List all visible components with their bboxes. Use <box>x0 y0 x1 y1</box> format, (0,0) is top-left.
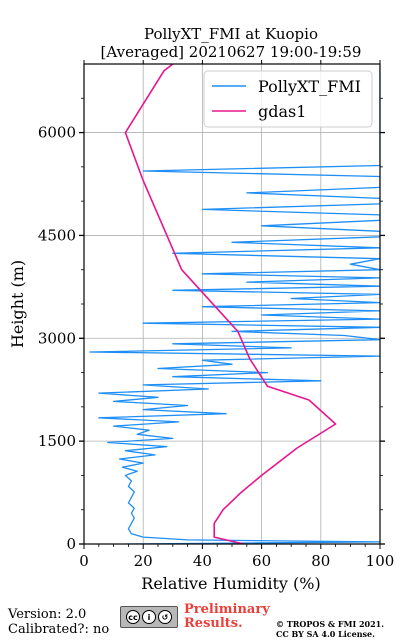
series-line-gdas1 <box>124 64 337 544</box>
series-layer <box>89 64 380 544</box>
axis-ticks: 0 20 40 60 80 100 0 1500 3000 4500 6000 <box>38 60 395 570</box>
legend-box <box>203 70 373 128</box>
x-tick-label: 0 <box>79 552 89 570</box>
preliminary-line2: Results. <box>184 616 243 631</box>
copyright-notice: © TROPOS & FMI 2021. CC BY SA 4.0 Licens… <box>276 619 384 639</box>
y-tick-label: 0 <box>66 535 76 553</box>
legend-label-pollyxt: PollyXT_FMI <box>258 77 361 96</box>
calibrated-text: Calibrated?: no <box>8 622 110 637</box>
preliminary-notice: Preliminary Results. <box>184 603 270 631</box>
copyright-line2: CC BY SA 4.0 License. <box>276 629 375 639</box>
x-tick-label: 80 <box>311 552 330 570</box>
grid-lines <box>84 64 380 544</box>
x-tick-label: 40 <box>193 552 212 570</box>
x-tick-label: 60 <box>252 552 271 570</box>
cc-icon: cc <box>126 610 140 624</box>
y-tick-label: 4500 <box>38 226 76 244</box>
chart-title-line2: [Averaged] 20210627 19:00-19:59 <box>101 43 362 61</box>
series-line-pollyxt-fmi <box>89 66 380 544</box>
version-info: Version: 2.0 Calibrated?: no <box>8 607 109 637</box>
version-text: Version: 2.0 <box>8 607 87 622</box>
sa-icon: ↺ <box>158 610 172 624</box>
chart-title-line1: PollyXT_FMI at Kuopio <box>144 25 318 43</box>
copyright-line1: © TROPOS & FMI 2021. <box>276 619 385 629</box>
y-tick-label: 3000 <box>38 329 76 347</box>
y-axis-label: Height (m) <box>8 260 27 348</box>
x-tick-label: 100 <box>366 552 395 570</box>
preliminary-line1: Preliminary <box>184 602 270 617</box>
x-axis-label: Relative Humidity (%) <box>141 574 320 593</box>
x-tick-label: 20 <box>134 552 153 570</box>
by-icon: i <box>142 610 156 624</box>
legend-label-gdas1: gdas1 <box>258 102 306 121</box>
chart-svg: PollyXT_FMI at Kuopio [Averaged] 2021062… <box>8 25 395 593</box>
y-tick-label: 1500 <box>38 432 76 450</box>
y-tick-label: 6000 <box>38 124 76 142</box>
cc-license-badge: cc i ↺ <box>120 606 178 628</box>
legend: PollyXT_FMI gdas1 <box>203 70 373 128</box>
